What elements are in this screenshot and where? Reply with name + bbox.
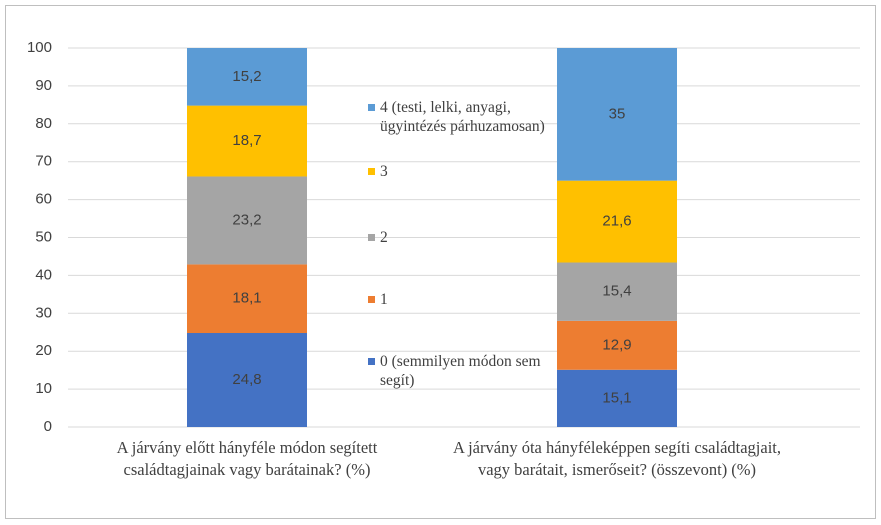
- legend-label: 3: [380, 163, 388, 180]
- y-tick-label: 90: [35, 77, 52, 94]
- y-tick-label: 10: [35, 380, 52, 397]
- bar-segment: [187, 176, 307, 265]
- y-tick-label: 0: [44, 418, 52, 435]
- legend-item: 4 (testi, lelki, anyagi, ügyintézés párh…: [368, 98, 558, 136]
- legend-swatch: [368, 104, 375, 111]
- data-label: 12,9: [602, 336, 631, 353]
- legend-item: 3: [368, 162, 558, 181]
- data-label: 24,8: [232, 371, 261, 388]
- y-tick-label: 40: [35, 266, 52, 283]
- data-label: 18,1: [232, 290, 261, 307]
- x-tick-label: A járvány óta hányféleképpen segíti csal…: [452, 438, 782, 479]
- legend-swatch: [368, 358, 375, 365]
- legend-item: 2: [368, 228, 558, 247]
- bar-segment: [187, 48, 307, 106]
- legend-item: 0 (semmilyen módon sem segít): [368, 352, 558, 390]
- bar-segment: [557, 369, 677, 427]
- legend-swatch: [368, 234, 375, 241]
- data-label: 21,6: [602, 213, 631, 230]
- x-tick-label: A járvány előtt hányféle módon segített …: [116, 438, 378, 479]
- y-tick-label: 60: [35, 191, 52, 208]
- legend-label: 4 (testi, lelki, anyagi, ügyintézés párh…: [380, 99, 545, 135]
- legend-item: 1: [368, 290, 558, 309]
- legend-swatch: [368, 296, 375, 303]
- chart-border: [5, 5, 876, 519]
- bar-segment: [187, 264, 307, 334]
- y-tick-label: 100: [27, 39, 52, 56]
- legend-label: 1: [380, 291, 388, 308]
- bar-segment: [557, 48, 677, 181]
- data-label: 15,1: [602, 389, 631, 406]
- bar-segment: [557, 262, 677, 321]
- y-tick-label: 30: [35, 304, 52, 321]
- data-label: 23,2: [232, 211, 261, 228]
- y-tick-label: 80: [35, 115, 52, 132]
- y-tick-label: 70: [35, 153, 52, 170]
- bar-segment: [187, 333, 307, 427]
- bar-segment: [187, 105, 307, 177]
- bar-segment: [557, 180, 677, 263]
- data-label: 35: [609, 105, 626, 122]
- legend-label: 2: [380, 229, 388, 246]
- legend-label: 0 (semmilyen módon sem segít): [380, 353, 541, 389]
- data-label: 18,7: [232, 132, 261, 149]
- legend-swatch: [368, 168, 375, 175]
- y-tick-label: 50: [35, 228, 52, 245]
- y-tick-label: 20: [35, 342, 52, 359]
- bar-segment: [557, 320, 677, 370]
- data-label: 15,4: [602, 283, 631, 300]
- data-label: 15,2: [232, 68, 261, 85]
